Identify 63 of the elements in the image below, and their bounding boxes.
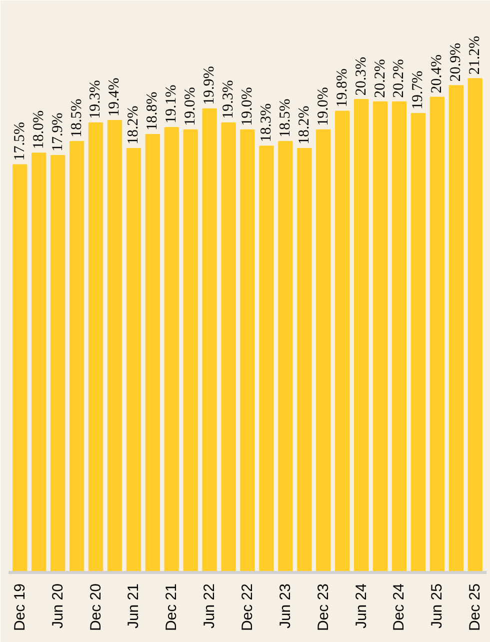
data-label: 18.2%: [296, 106, 312, 144]
bar: [32, 152, 46, 572]
data-label: 19.7%: [410, 70, 426, 110]
bar: [335, 110, 350, 572]
bar: [12, 164, 28, 572]
data-label: 19.0%: [182, 87, 199, 126]
bar: [448, 85, 464, 572]
data-label: 18.8%: [144, 92, 161, 130]
bar: [183, 129, 198, 572]
data-label: 19.8%: [334, 68, 350, 108]
data-label: 20.4%: [429, 54, 446, 94]
bar: [410, 113, 426, 572]
data-label: 20.9%: [448, 42, 464, 82]
data-label: 18.3%: [258, 103, 274, 142]
bar: [145, 134, 160, 572]
x-tick-label: Jun 20: [49, 583, 66, 629]
x-tick-label: Dec 19: [11, 583, 28, 632]
x-tick-label: Dec 22: [239, 583, 256, 632]
bar: [316, 129, 331, 572]
data-label: 18.5%: [68, 98, 85, 138]
bar: [88, 122, 104, 572]
data-label: 19.3%: [88, 80, 104, 119]
x-tick-label: Dec 24: [390, 583, 408, 632]
data-label: 20.2%: [372, 59, 388, 98]
bar: [430, 96, 445, 572]
bar: [126, 148, 142, 572]
x-tick-label: Jun 22: [201, 583, 218, 629]
bar: [221, 122, 236, 572]
data-label: 21.2%: [467, 36, 484, 75]
data-label: 18.2%: [126, 106, 142, 144]
data-label: 18.0%: [30, 110, 47, 150]
data-label: 19.1%: [164, 84, 180, 124]
data-label: 17.9%: [50, 112, 66, 152]
bar: [372, 101, 388, 572]
bar: [50, 154, 66, 572]
bar: [354, 99, 369, 572]
x-tick-label: Dec 20: [87, 583, 104, 632]
data-label: 20.3%: [353, 56, 370, 96]
x-tick-label: Dec 21: [163, 583, 180, 632]
bar: [107, 120, 122, 572]
bar: [259, 146, 274, 572]
data-label: 19.4%: [106, 78, 123, 117]
bar: [164, 127, 179, 572]
x-tick-label: Dec 25: [466, 583, 484, 632]
x-tick-label: Jun 23: [276, 583, 294, 629]
data-label: 18.5%: [277, 98, 294, 138]
data-label: 19.0%: [315, 87, 332, 126]
bar: [297, 148, 312, 572]
x-tick-label: Jun 24: [352, 583, 370, 629]
bar: [278, 140, 293, 572]
x-tick-label: Jun 21: [125, 583, 142, 629]
data-label: 19.0%: [240, 87, 256, 126]
data-label: 19.3%: [220, 80, 237, 119]
bar: [69, 140, 84, 572]
x-tick-label: Dec 23: [314, 583, 332, 632]
bar: [392, 101, 407, 572]
x-tick-label: Jun 25: [428, 583, 446, 629]
data-label: 19.9%: [202, 66, 218, 105]
data-label: 20.2%: [391, 59, 408, 98]
bar: [240, 129, 255, 572]
bar: [468, 78, 482, 572]
data-label: 17.5%: [12, 122, 28, 161]
bar: [202, 108, 217, 572]
